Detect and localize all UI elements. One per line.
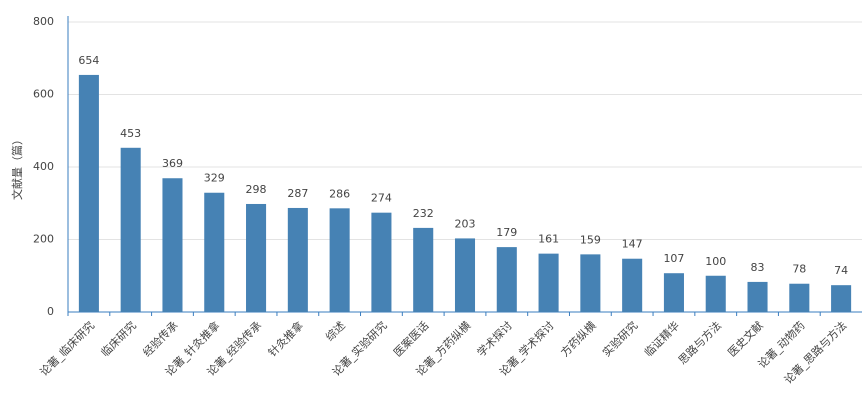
data-label: 147 xyxy=(622,238,643,251)
y-tick-label: 800 xyxy=(33,15,54,28)
data-label: 78 xyxy=(792,263,806,276)
data-label: 100 xyxy=(705,255,726,268)
bar xyxy=(663,273,684,312)
bar xyxy=(329,208,350,312)
data-label: 107 xyxy=(663,252,684,265)
data-label: 159 xyxy=(580,233,601,246)
bar xyxy=(78,74,99,312)
data-label: 83 xyxy=(751,261,765,274)
bar xyxy=(831,285,852,312)
bar xyxy=(747,281,768,312)
bar xyxy=(538,253,559,312)
bar xyxy=(371,212,392,312)
y-tick-label: 0 xyxy=(47,305,54,318)
bar xyxy=(622,258,643,312)
x-tick-label: 医史文献 xyxy=(725,318,766,359)
x-tick-label: 医案医话 xyxy=(390,318,431,359)
data-label: 453 xyxy=(120,127,141,140)
x-tick-label: 方药纵横 xyxy=(558,318,599,359)
data-label: 369 xyxy=(162,157,183,170)
x-tick-label: 临床研究 xyxy=(98,318,139,359)
y-tick-label: 600 xyxy=(33,88,54,101)
data-label: 179 xyxy=(496,226,517,239)
bar xyxy=(580,254,601,312)
data-label: 298 xyxy=(246,183,267,196)
x-tick-label: 论著_临床研究 xyxy=(37,318,97,378)
x-tick-label: 针灸推拿 xyxy=(265,318,306,359)
y-tick-label: 400 xyxy=(33,160,54,173)
bar xyxy=(496,247,517,312)
data-label: 287 xyxy=(287,187,308,200)
bar xyxy=(454,238,476,312)
data-label: 274 xyxy=(371,192,392,205)
data-label: 74 xyxy=(834,264,848,277)
bar xyxy=(413,227,434,312)
x-tick-label: 临证精华 xyxy=(641,318,682,359)
data-label: 161 xyxy=(538,233,559,246)
x-tick-label: 综述 xyxy=(322,318,347,343)
x-tick-label: 经验传承 xyxy=(140,318,181,359)
y-tick-label: 200 xyxy=(33,233,54,246)
bar xyxy=(789,283,810,312)
bar xyxy=(287,207,308,312)
bar xyxy=(162,178,183,312)
bar xyxy=(204,192,225,312)
bar xyxy=(120,147,141,312)
y-axis-label: 文献量（篇） xyxy=(10,134,24,200)
data-label: 203 xyxy=(455,217,476,230)
bar xyxy=(246,203,267,312)
data-label: 329 xyxy=(204,172,225,185)
data-label: 286 xyxy=(329,187,350,200)
data-label: 232 xyxy=(413,207,434,220)
x-tick-label: 实验研究 xyxy=(599,318,640,359)
x-tick-label: 思路与方法 xyxy=(675,318,724,367)
x-tick-label: 学术探讨 xyxy=(474,318,515,359)
data-label: 654 xyxy=(78,54,99,67)
bar xyxy=(705,275,726,312)
